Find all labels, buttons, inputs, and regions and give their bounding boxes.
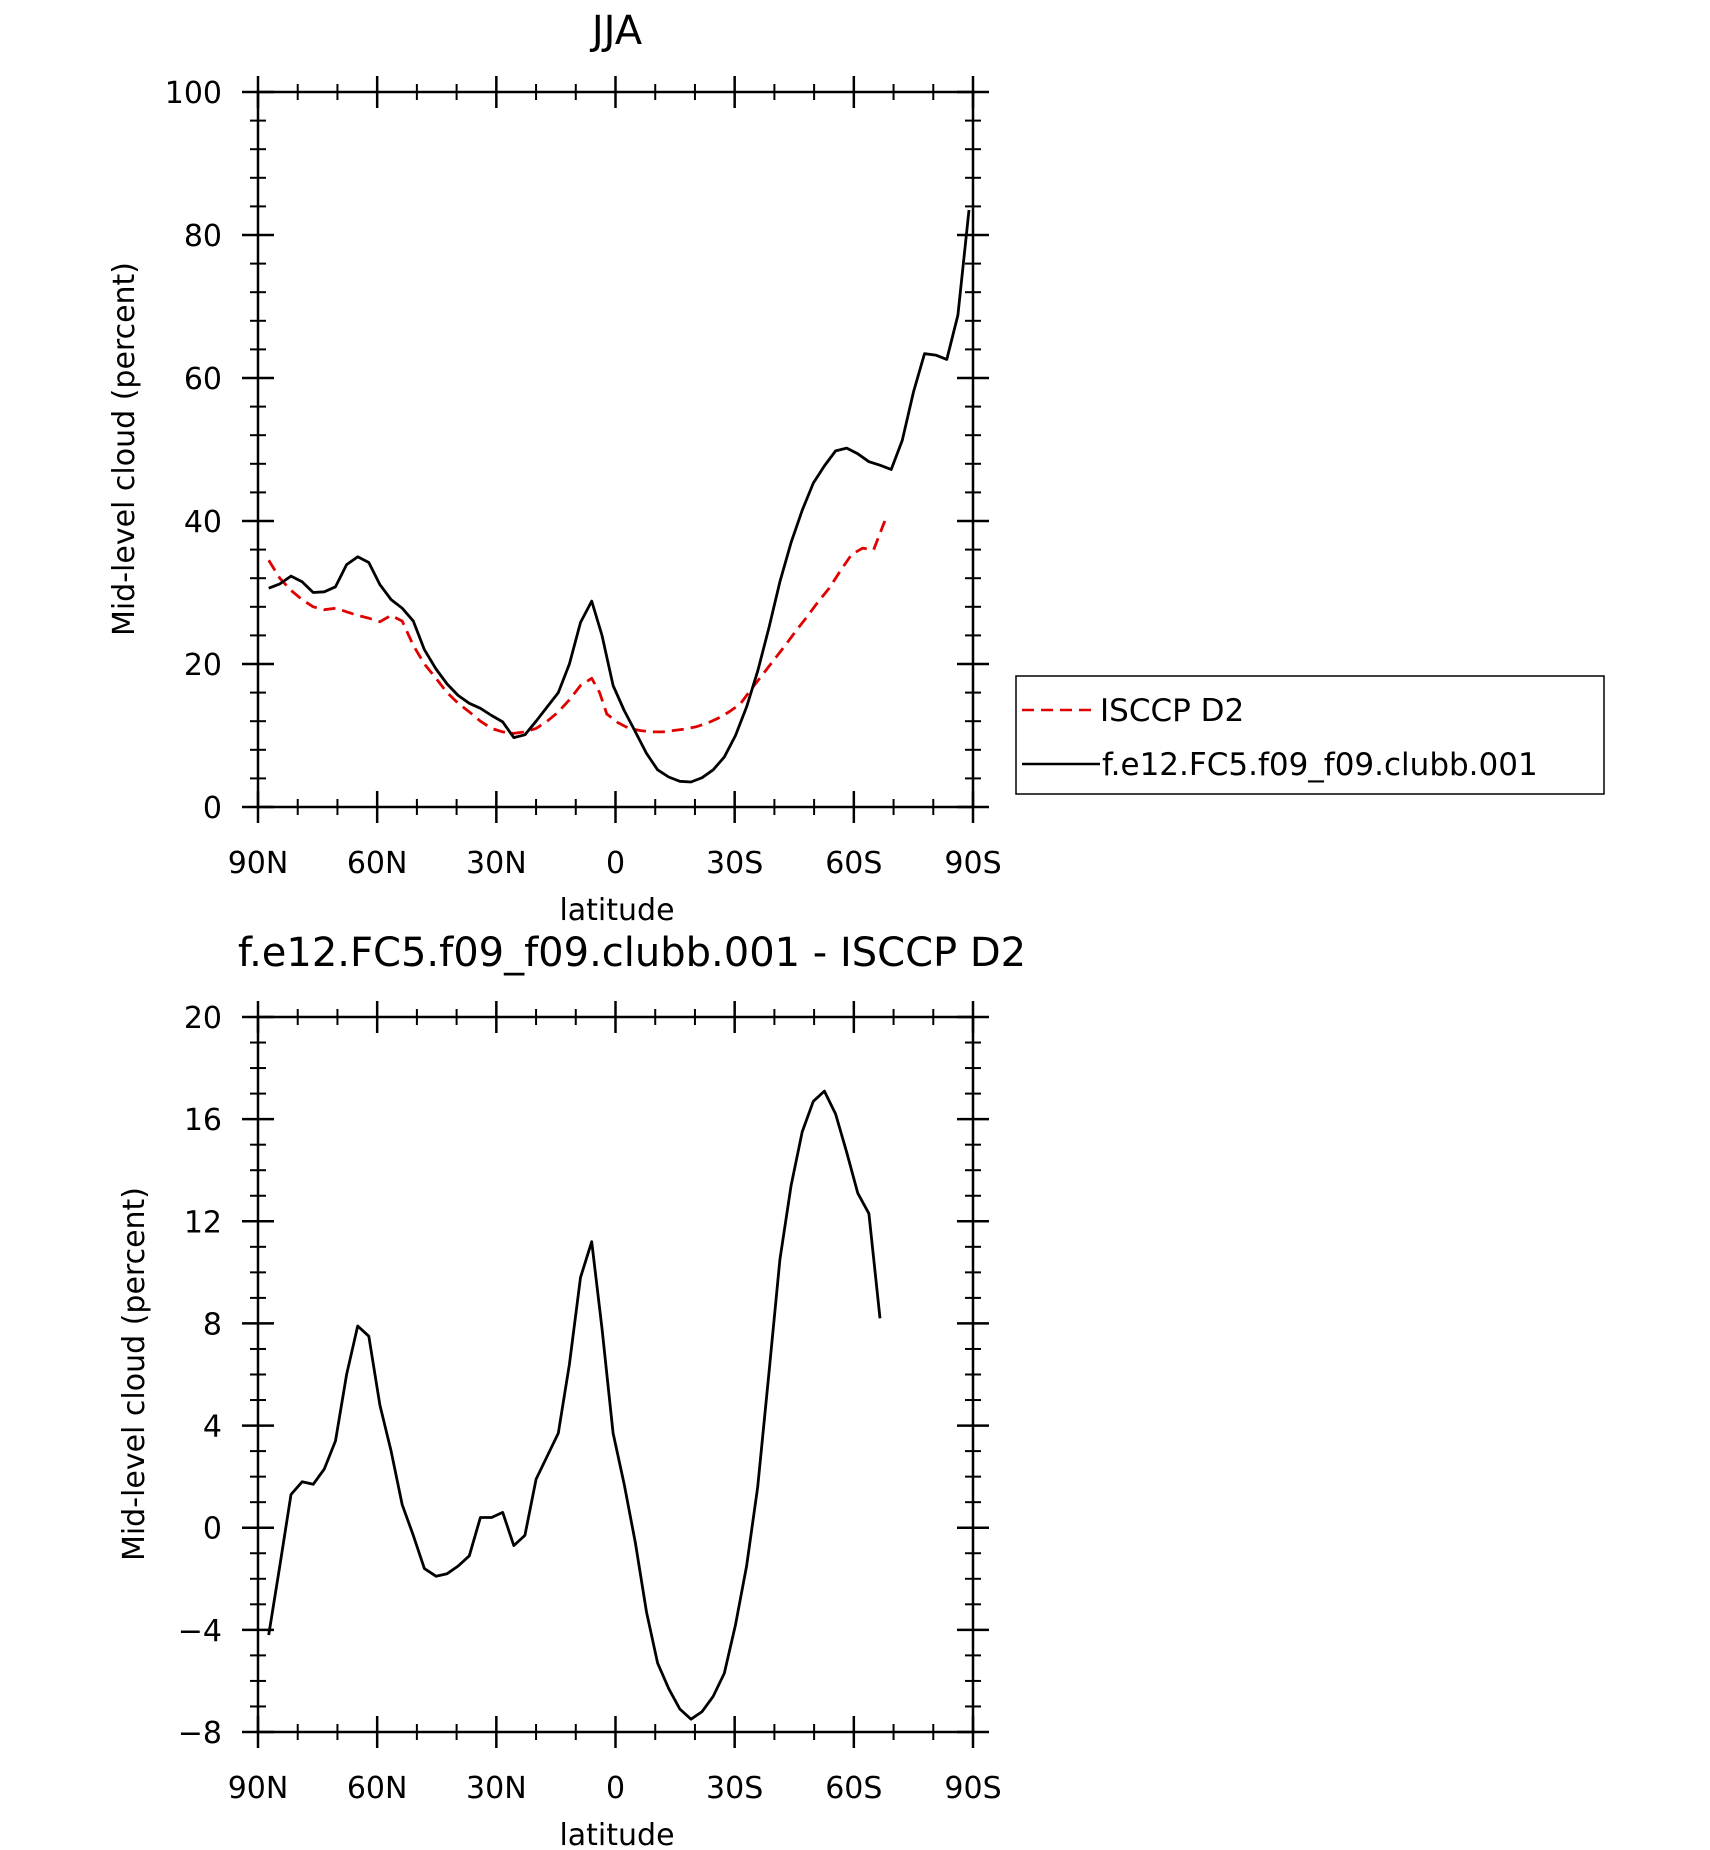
top-x-tick-label: 60S: [825, 846, 882, 881]
top-series-line-1: [268, 209, 971, 784]
bottom-y-axis-ticks: −8 −4 0 4 8 12 16 20: [178, 1001, 989, 1751]
bottom-y-tick-label: 16: [184, 1103, 222, 1138]
top-y-tick-label: 0: [203, 791, 222, 826]
bottom-x-tick-label: 30S: [706, 1771, 763, 1806]
top-plot-frame: [256, 90, 975, 809]
top-x-tick-label: 60N: [347, 846, 408, 881]
bottom-series-layer: [267, 1089, 882, 1721]
bottom-y-tick-label: 20: [184, 1001, 222, 1036]
top-series-layer: [267, 209, 971, 784]
bottom-x-axis-label: latitude: [559, 1818, 674, 1850]
top-x-tick-label: 90N: [228, 846, 289, 881]
top-y-tick-label: 100: [165, 76, 222, 111]
top-y-axis-ticks: 0 20 40 60 80 100: [165, 76, 989, 826]
top-y-tick-label: 20: [184, 648, 222, 683]
legend-label-model: f.e12.FC5.f09_f09.clubb.001: [1102, 747, 1538, 783]
bottom-y-axis-label: Mid-level cloud (percent): [117, 1187, 152, 1561]
bottom-x-tick-label: 60S: [825, 1771, 882, 1806]
bottom-panel: f.e12.FC5.f09_f09.clubb.001 - ISCCP D2 −…: [117, 930, 1026, 1850]
bottom-x-tick-label: 30N: [466, 1771, 527, 1806]
bottom-y-tick-label: −8: [178, 1716, 222, 1751]
top-panel: JJA 0 20 40 60 80 100 90N 60N 30N 0 30S 60S 90S lat…: [107, 8, 1605, 928]
top-chart-title: JJA: [589, 8, 643, 54]
bottom-x-tick-label: 60N: [347, 1771, 408, 1806]
top-x-axis-label: latitude: [559, 893, 674, 928]
bottom-x-tick-label: 90S: [944, 1771, 1001, 1806]
top-x-axis-ticks: 90N 60N 30N 0 30S 60S 90S: [228, 76, 1002, 881]
top-y-tick-label: 40: [184, 505, 222, 540]
bottom-y-tick-label: 4: [203, 1410, 222, 1445]
bottom-x-axis-ticks: 90N 60N 30N 0 30S 60S 90S: [228, 1001, 1002, 1806]
top-y-axis-label: Mid-level cloud (percent): [107, 262, 142, 636]
top-x-tick-label: 30S: [706, 846, 763, 881]
top-x-tick-label: 30N: [466, 846, 527, 881]
bottom-plot-frame: [256, 1015, 975, 1734]
top-y-tick-label: 60: [184, 362, 222, 397]
top-x-tick-label: 0: [606, 846, 625, 881]
bottom-y-tick-label: 8: [203, 1307, 222, 1342]
bottom-chart-title: f.e12.FC5.f09_f09.clubb.001 - ISCCP D2: [238, 930, 1026, 976]
legend: ISCCP D2 f.e12.FC5.f09_f09.clubb.001: [1015, 675, 1605, 795]
top-y-tick-label: 80: [184, 219, 222, 254]
bottom-x-tick-label: 90N: [228, 1771, 289, 1806]
top-x-tick-label: 90S: [944, 846, 1001, 881]
bottom-y-tick-label: 0: [203, 1512, 222, 1547]
legend-label-isccp: ISCCP D2: [1100, 693, 1244, 729]
bottom-y-tick-label: −4: [178, 1614, 222, 1649]
legend-box: [1015, 675, 1605, 795]
bottom-series-line-0: [267, 1089, 882, 1721]
top-series-line-0: [267, 520, 887, 735]
bottom-x-tick-label: 0: [606, 1771, 625, 1806]
bottom-y-tick-label: 12: [184, 1205, 222, 1240]
